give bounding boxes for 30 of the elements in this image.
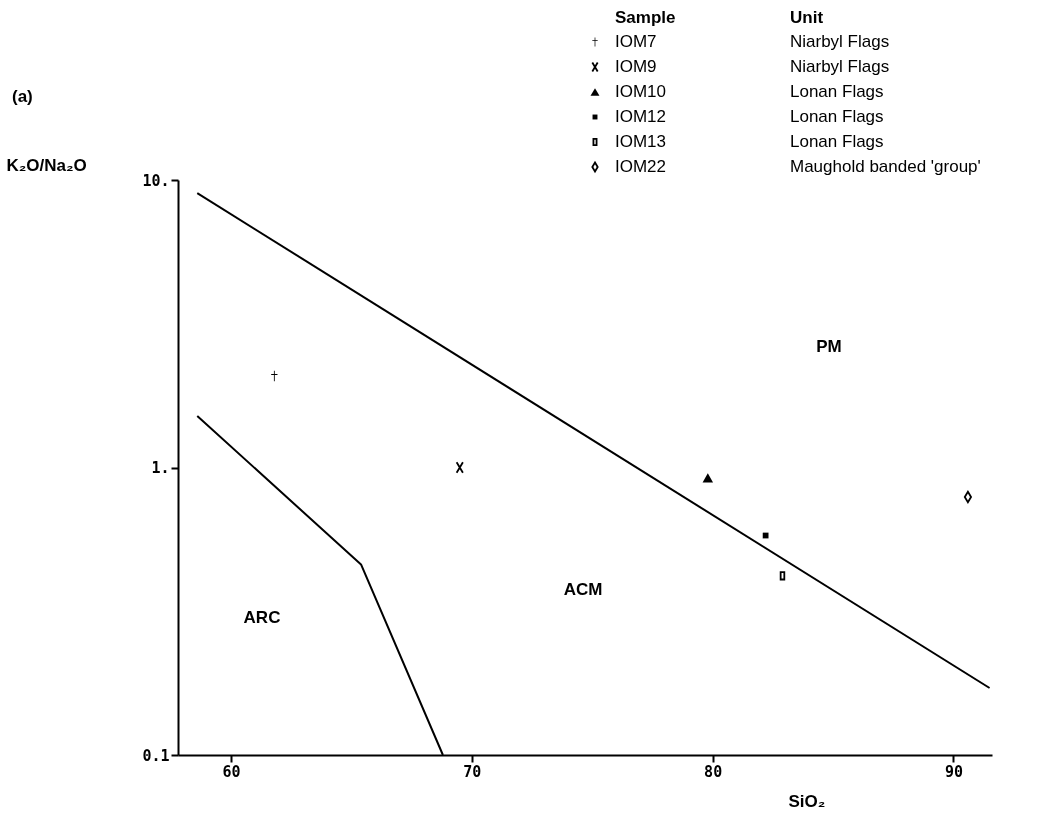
point xyxy=(762,532,769,539)
x-tick-label: 70 xyxy=(463,762,482,781)
text: Maughold banded 'group' xyxy=(790,157,981,176)
y-tick-label: 10. xyxy=(142,171,170,190)
legend-label: IOM12 xyxy=(615,107,667,126)
text: Niarbyl Flags xyxy=(790,32,890,51)
annotation: ARC xyxy=(243,608,281,627)
legend-label: IOM9 xyxy=(615,57,657,76)
x-tick-label: 60 xyxy=(222,762,241,781)
text: Lonan Flags xyxy=(790,132,884,151)
text: Lonan Flags xyxy=(790,82,884,101)
legend-label: IOM22 xyxy=(615,157,667,176)
x-tick-label: 90 xyxy=(944,762,963,781)
legend-title: Sample xyxy=(615,8,676,27)
x-tick-label: 80 xyxy=(704,762,723,781)
point xyxy=(702,473,714,483)
y-axis-title: K₂O/Na₂O xyxy=(6,155,87,175)
annotation: PM xyxy=(816,337,842,356)
text: (a) xyxy=(12,87,33,106)
annotation: ACM xyxy=(563,580,603,599)
y-tick-label: 1. xyxy=(151,459,170,477)
text: Lonan Flags xyxy=(790,107,884,126)
point xyxy=(779,571,786,581)
legend-label: IOM10 xyxy=(615,82,667,101)
legend-label: IOM13 xyxy=(615,132,667,151)
legend-label: IOM7 xyxy=(615,32,657,51)
y-tick-label: 0.1 xyxy=(142,746,170,765)
text: Unit xyxy=(790,8,824,27)
text: Niarbyl Flags xyxy=(790,57,890,76)
x-axis-title: SiO₂ xyxy=(788,791,826,811)
